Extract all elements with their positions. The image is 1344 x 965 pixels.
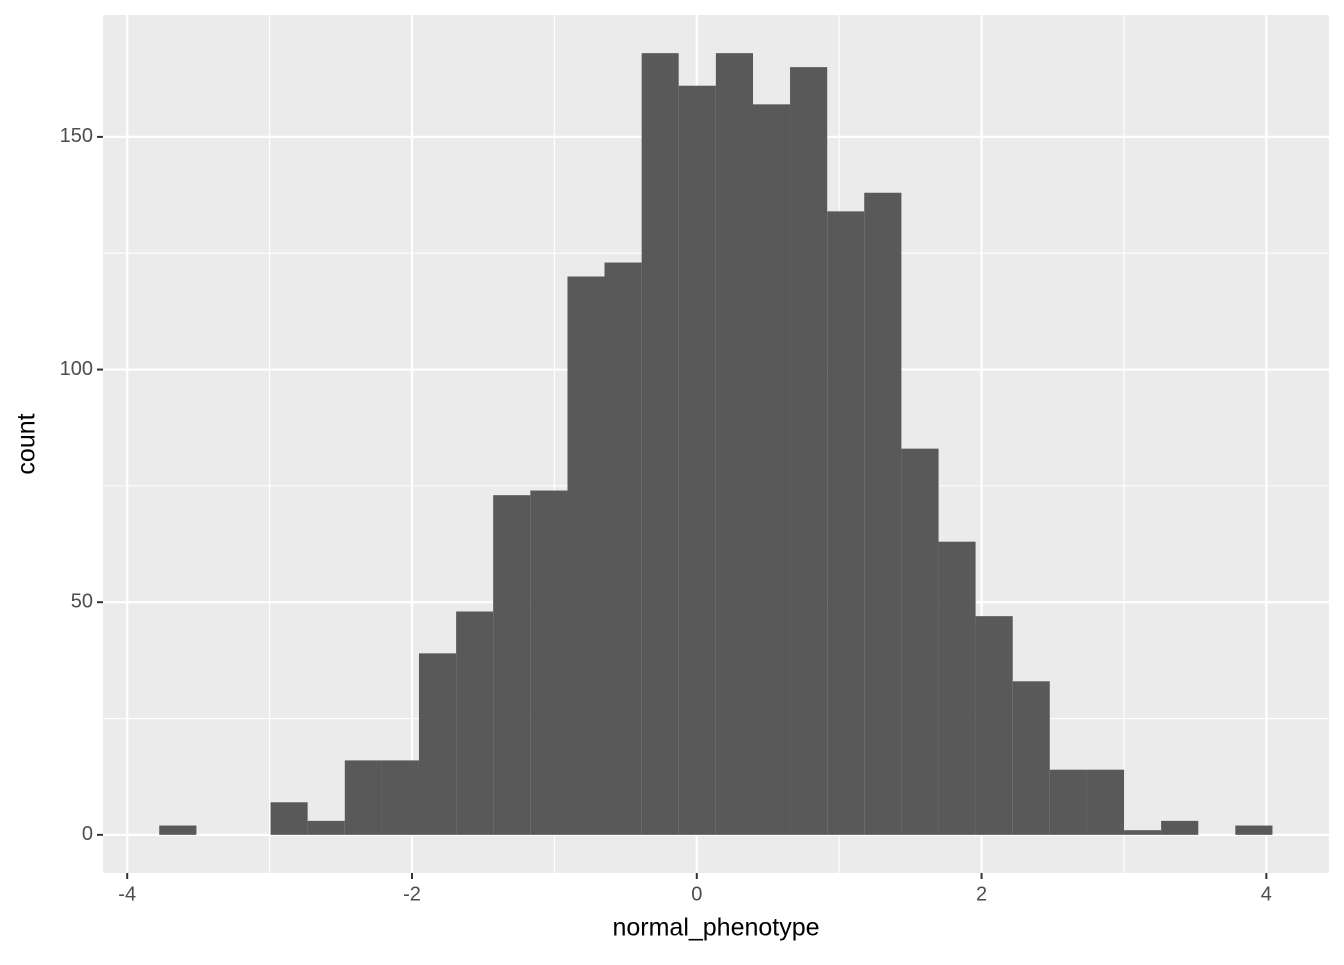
bar	[790, 67, 828, 835]
y-tick-label: 50	[71, 590, 93, 612]
bar	[1235, 825, 1273, 835]
bar	[641, 53, 679, 835]
x-tick-label: -4	[118, 883, 136, 905]
bar	[715, 53, 754, 835]
bar	[1086, 769, 1125, 835]
x-tick-label: 2	[976, 883, 987, 905]
bar	[938, 541, 976, 835]
bar	[1049, 769, 1087, 835]
bar	[159, 825, 197, 835]
bar	[381, 760, 419, 835]
bar	[1012, 681, 1050, 835]
bar	[307, 820, 345, 835]
bar	[975, 616, 1013, 835]
bar	[270, 802, 308, 835]
bar	[864, 192, 902, 835]
y-tick-label: 100	[60, 358, 93, 380]
y-axis-title: count	[13, 413, 41, 474]
bar	[344, 760, 382, 835]
bar	[567, 276, 605, 835]
x-tick-label: -2	[403, 883, 421, 905]
bar	[493, 495, 531, 835]
bar	[827, 211, 865, 835]
bar	[753, 104, 791, 835]
bar	[530, 490, 568, 835]
bar	[901, 448, 939, 835]
bar	[1124, 830, 1162, 835]
bar	[678, 85, 716, 835]
x-axis-title: normal_phenotype	[612, 914, 819, 942]
x-tick-label: 4	[1261, 883, 1272, 905]
bar	[456, 611, 494, 835]
bar	[418, 653, 457, 835]
y-tick-label: 0	[82, 823, 93, 845]
bar	[604, 262, 642, 835]
bar	[1161, 820, 1199, 835]
x-tick-label: 0	[691, 883, 702, 905]
y-tick-label: 150	[60, 125, 93, 147]
